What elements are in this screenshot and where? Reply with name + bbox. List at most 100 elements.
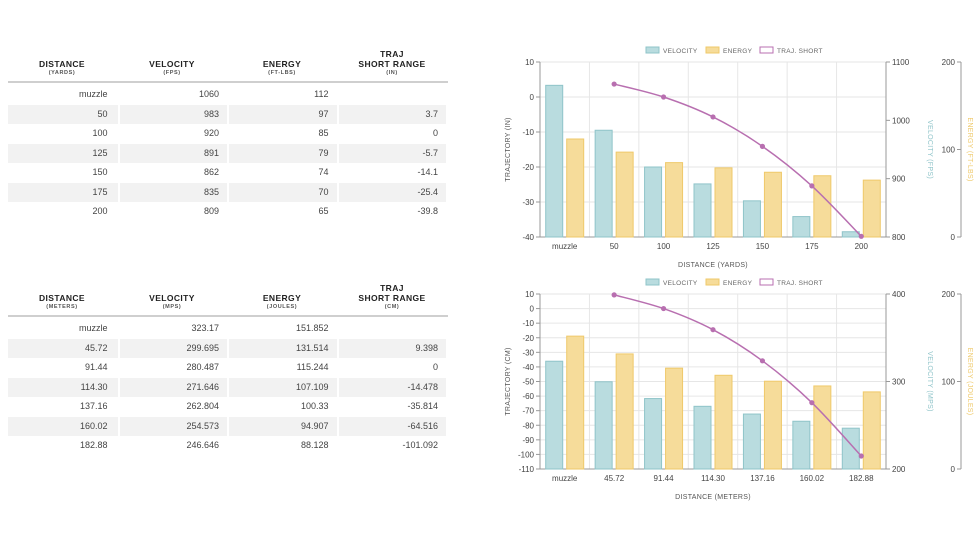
velocity-tick-label: 300 [892, 378, 906, 387]
cell-velocity: 835 [119, 182, 227, 202]
y-tick-label: -30 [522, 198, 534, 207]
cell-energy: 115.244 [296, 362, 329, 372]
cell-energy: 107.109 [229, 377, 337, 397]
energy-bar [714, 167, 733, 238]
energy-bar [813, 385, 832, 470]
cell-energy: 112 [314, 89, 329, 99]
velocity-bar [545, 360, 564, 470]
legend-swatch [705, 46, 720, 54]
cell-energy: 85 [318, 128, 329, 138]
cell-energy: 151.852 [295, 323, 329, 333]
energy-bar [862, 391, 881, 470]
velocity-tick-label: 400 [892, 290, 906, 299]
energy-bar [615, 151, 634, 238]
x-axis-title: DISTANCE (YARDS) [678, 262, 748, 269]
y-tick-label: -20 [522, 334, 534, 343]
header-distance: DISTANCE (METERS) [38, 293, 85, 310]
y-tick-label: -110 [519, 465, 535, 474]
cell-energy: 131.514 [229, 338, 337, 358]
velocity-bar [644, 398, 663, 470]
header-energy: ENERGY (JOULES) [262, 293, 302, 310]
velocity-bar [594, 381, 613, 470]
cell-trajectory: -64.516 [338, 416, 446, 436]
cell-trajectory: -14.478 [338, 377, 446, 397]
trajectory-point [858, 233, 864, 239]
legend-label: ENERGY [723, 48, 753, 55]
legend-swatch [759, 46, 774, 54]
y-axis-title: TRAJECTORY (CM) [505, 347, 512, 415]
x-tick-label: 45.72 [604, 474, 625, 483]
x-tick-label: 100 [657, 242, 671, 251]
trajectory-point [710, 114, 716, 120]
y-tick-label: -80 [522, 421, 534, 430]
velocity-tick-label: 1100 [892, 58, 910, 67]
table-header: DISTANCE (YARDS) VELOCITY (FPS) ENERGY (FT-… [8, 38, 448, 83]
table-row: 160.02 254.573 94.907 -64.516 [8, 416, 448, 436]
cell-distance: 175 [8, 182, 118, 202]
trajectory-point [809, 183, 815, 189]
header-energy: ENERGY (FT-LBS) [262, 59, 302, 76]
trajectory-point [759, 143, 766, 149]
velocity-axis-title: VELOCITY (FPS) [926, 120, 933, 179]
x-axis-title: DISTANCE (METERS) [675, 494, 751, 501]
cell-trajectory: 0 [432, 362, 438, 372]
trajectory-point [759, 358, 766, 364]
y-tick-label: -40 [522, 233, 534, 242]
x-tick-label: 91.44 [654, 474, 675, 483]
velocity-tick-label: 900 [892, 175, 906, 184]
table-row: 114.30 271.646 107.109 -14.478 [8, 377, 448, 397]
velocity-bar [693, 405, 712, 470]
ballistics-chart-imperial: VELOCITY ENERGY TRAJ. SHORT100-10-20-30-40… [505, 46, 973, 269]
legend-swatch [645, 278, 660, 286]
cell-distance: 125 [8, 143, 118, 163]
header-velocity: VELOCITY (FPS) [149, 59, 195, 76]
velocity-bar [545, 84, 564, 238]
x-tick-label: 150 [756, 242, 770, 251]
energy-bar [714, 374, 733, 470]
y-tick-label: -10 [522, 128, 534, 137]
cell-energy: 79 [229, 143, 337, 163]
y-tick-label: -60 [522, 392, 534, 401]
legend-label: TRAJ. SHORT [777, 48, 823, 55]
trajectory-point [660, 94, 667, 100]
energy-tick-label: 0 [951, 465, 956, 474]
cell-velocity: 254.573 [119, 416, 227, 436]
y-tick-label: -70 [522, 407, 534, 416]
ballistics-chart-metric: VELOCITY ENERGY TRAJ. SHORT100-10-20-30-40… [505, 278, 973, 501]
y-tick-label: -20 [522, 163, 534, 172]
cell-distance: muzzle [78, 323, 108, 333]
y-tick-label: -10 [522, 319, 534, 328]
x-tick-label: 50 [610, 242, 619, 251]
x-tick-label: 175 [805, 242, 819, 251]
cell-energy: 94.907 [229, 416, 337, 436]
cell-trajectory: -25.4 [338, 182, 446, 202]
x-tick-label: 114.30 [701, 474, 725, 483]
trajectory-point [809, 400, 815, 406]
cell-distance: 91.44 [84, 362, 108, 372]
cell-trajectory: 3.7 [338, 104, 446, 124]
velocity-bar [841, 427, 860, 470]
cell-energy: 88.128 [300, 440, 329, 450]
x-tick-label: 125 [706, 242, 720, 251]
cell-energy: 100.33 [300, 401, 329, 411]
cell-velocity: 323.17 [191, 323, 219, 333]
cell-energy: 65 [318, 206, 329, 216]
legend-swatch [645, 46, 660, 54]
energy-bar [763, 171, 782, 238]
cell-trajectory: -101.092 [402, 440, 438, 450]
energy-axis-title: ENERGY (JOULES) [966, 348, 973, 416]
velocity-bar [742, 413, 761, 470]
table-row: 137.16 262.804 100.33 -35.814 [8, 397, 448, 417]
header-trajectory: TRAJ SHORT RANGE (CM) [358, 283, 426, 310]
cell-distance: 137.16 [79, 401, 108, 411]
x-tick-label: 137.16 [750, 474, 775, 483]
y-tick-label: 0 [530, 93, 535, 102]
velocity-bar [792, 420, 811, 470]
header-distance: DISTANCE (YARDS) [38, 59, 85, 76]
table-row: 50 983 97 3.7 [8, 104, 448, 124]
y-tick-label: -50 [522, 378, 534, 387]
velocity-tick-label: 800 [892, 233, 906, 242]
trajectory-point [710, 327, 716, 333]
y-tick-label: 0 [530, 305, 535, 314]
cell-velocity: 246.646 [186, 440, 219, 450]
